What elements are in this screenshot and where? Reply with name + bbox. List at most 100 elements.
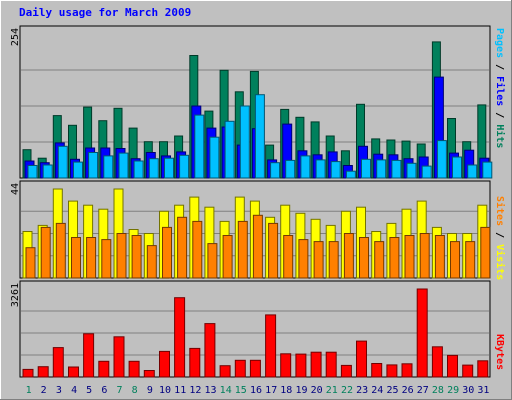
x-tick-label-17: 17 [265,385,277,396]
panel-visits-side-label: Sites / Visits [494,196,506,280]
visits-bar-sites-day-8 [131,235,142,279]
visits-bar-sites-day-25 [389,237,400,279]
legend-sep-2: / [494,106,505,124]
kbytes-bar-kbytes-day-30 [462,364,474,378]
x-tick-label-9: 9 [147,385,153,396]
x-tick-label-7: 7 [116,385,122,396]
hits-bar-pages-day-15 [239,105,250,179]
x-tick-label-30: 30 [462,385,474,396]
hits-bar-pages-day-2 [42,164,53,179]
kbytes-bar-kbytes-day-17 [265,314,277,378]
x-tick-label-15: 15 [235,385,247,396]
legend-visits: Visits [494,244,506,280]
visits-bar-sites-day-3 [55,222,66,279]
hits-bar-pages-day-29 [452,156,462,179]
x-tick-label-19: 19 [295,385,307,396]
visits-bar-sites-day-15 [237,220,248,279]
x-tick-label-10: 10 [159,385,171,396]
hits-bar-pages-day-12 [194,114,205,179]
kbytes-bar-kbytes-day-27 [416,288,428,378]
hits-bar-pages-day-25 [391,159,402,179]
x-tick-label-16: 16 [250,385,262,396]
visits-bar-sites-day-16 [252,214,263,279]
panel-hits-side-label: Pages / Files / Hits [494,28,506,148]
x-tick-label-27: 27 [417,385,429,396]
kbytes-bar-kbytes-day-28 [431,346,443,378]
kbytes-bar-kbytes-day-21 [325,351,337,378]
visits-bar-sites-day-23 [359,237,369,279]
kbytes-bar-kbytes-day-2 [37,366,49,378]
legend-sites: Sites [494,196,506,226]
hits-bar-pages-day-11 [179,154,190,179]
x-tick-label-29: 29 [447,385,459,396]
panel-visits: 44 Sites / Visits [10,180,506,280]
kbytes-bar-kbytes-day-4 [68,366,79,378]
hits-bar-pages-day-10 [164,157,174,179]
visits-bar-sites-day-7 [116,233,127,279]
panel-visits-max-label: 44 [10,183,21,195]
kbytes-bar-kbytes-day-7 [113,336,125,378]
visits-bar-sites-day-26 [404,235,415,279]
kbytes-bar-kbytes-day-10 [159,350,170,378]
visits-bar-sites-day-9 [146,245,157,279]
visits-bar-sites-day-5 [86,237,97,279]
hits-bar-pages-day-6 [103,155,114,179]
x-tick-label-23: 23 [356,385,368,396]
hits-bar-pages-day-20 [315,159,326,179]
kbytes-bar-kbytes-day-16 [249,359,261,378]
x-tick-label-8: 8 [132,385,138,396]
x-tick-label-25: 25 [386,385,398,396]
x-tick-label-20: 20 [311,385,323,396]
legend-sep-3: / [494,226,505,244]
visits-bar-sites-day-6 [101,239,112,279]
kbytes-bar-kbytes-day-31 [477,360,489,378]
x-tick-label-12: 12 [189,385,201,396]
legend-kbytes: KBytes [494,334,505,370]
hits-bar-pages-day-13 [209,136,220,179]
panel-kbytes-side-label: KBytes [494,334,505,370]
hits-bar-pages-day-1 [27,165,38,179]
legend-pages: Pages [494,28,505,58]
hits-bar-pages-day-18 [285,159,296,179]
visits-bar-sites-day-30 [465,241,476,279]
visits-bar-sites-day-10 [162,226,172,279]
x-tick-label-26: 26 [402,385,414,396]
x-tick-label-5: 5 [86,385,92,396]
visits-bar-sites-day-31 [480,226,491,279]
visits-bar-sites-day-27 [419,233,430,279]
kbytes-bar-kbytes-day-12 [189,347,201,378]
visits-bar-sites-day-12 [192,220,203,279]
kbytes-bar-kbytes-day-14 [219,365,231,378]
kbytes-bar-kbytes-day-18 [280,353,292,378]
visits-bar-sites-day-14 [222,235,233,279]
legend-sep-1: / [494,58,505,76]
legend-hits: Hits [494,124,506,148]
visits-bar-sites-day-29 [450,241,460,279]
kbytes-bar-kbytes-day-5 [83,333,95,378]
x-tick-label-18: 18 [280,385,292,396]
kbytes-bar-kbytes-day-26 [401,363,413,378]
kbytes-bar-kbytes-day-6 [98,360,110,378]
visits-bar-sites-day-28 [434,235,445,279]
visits-bar-sites-day-1 [25,247,36,279]
hits-bar-pages-day-5 [88,152,99,179]
x-tick-label-24: 24 [371,385,383,396]
hits-bar-pages-day-9 [148,158,159,179]
hits-bar-pages-day-27 [421,165,432,179]
hits-bar-pages-day-22 [345,170,356,179]
hits-bar-pages-day-4 [73,161,83,179]
visits-bar-sites-day-2 [40,226,51,279]
hits-bar-pages-day-19 [300,155,311,179]
kbytes-bar-kbytes-day-25 [386,364,398,378]
kbytes-bar-kbytes-day-9 [143,370,155,378]
visits-bar-sites-day-21 [328,241,339,279]
kbytes-bar-kbytes-day-15 [234,359,246,378]
x-tick-label-31: 31 [477,385,489,396]
kbytes-bar-kbytes-day-23 [356,340,367,378]
visits-bar-sites-day-13 [207,243,218,279]
visits-bar-sites-day-22 [343,233,354,279]
kbytes-bar-kbytes-day-22 [340,364,352,378]
kbytes-bar-kbytes-day-1 [22,368,34,378]
hits-bar-pages-day-23 [361,158,371,179]
